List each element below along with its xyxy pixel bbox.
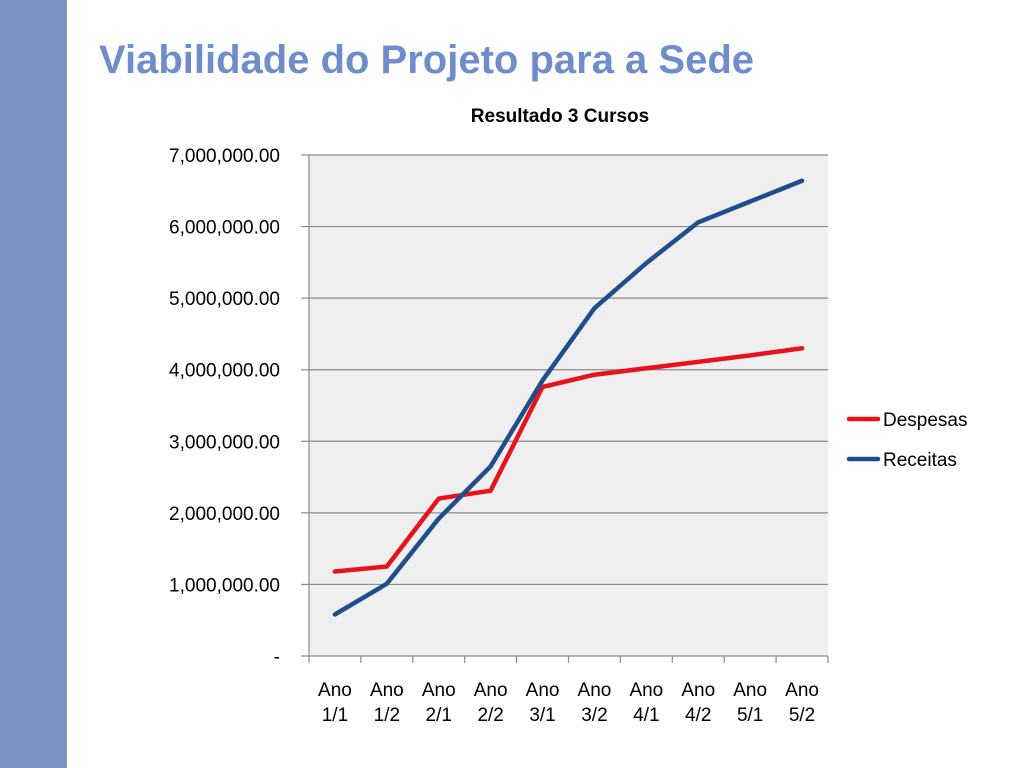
series-lines xyxy=(332,178,805,617)
series-line-receitas xyxy=(332,178,805,617)
x-tick-label: Ano 4/2 xyxy=(681,680,715,726)
series-line-despesas xyxy=(332,345,805,574)
y-axis-ticks: - 1,000,000.00 2,000,000.00 3,000,000.00 4,0… xyxy=(169,146,309,668)
y-tick-label: 5,000,000.00 xyxy=(169,289,280,310)
x-tick-label: Ano 5/2 xyxy=(785,680,819,726)
legend-label-receitas: Receitas xyxy=(883,450,957,471)
x-tick-label: Ano 3/1 xyxy=(526,680,560,726)
y-tick-label: - xyxy=(274,647,280,668)
chart-title: Resultado 3 Cursos xyxy=(471,106,649,127)
x-tick-label: Ano 5/1 xyxy=(733,680,767,726)
x-tick-label: Ano 2/2 xyxy=(474,680,508,726)
x-tick-label: Ano 4/1 xyxy=(629,680,663,726)
y-tick-label: 1,000,000.00 xyxy=(169,575,280,596)
legend-label-despesas: Despesas xyxy=(883,410,968,431)
y-tick-label: 7,000,000.00 xyxy=(169,146,280,167)
y-tick-label: 4,000,000.00 xyxy=(169,361,280,382)
y-tick-label: 3,000,000.00 xyxy=(169,432,280,453)
legend: Despesas Receitas xyxy=(846,410,968,471)
slide-side-bar xyxy=(0,0,67,768)
x-tick-label: Ano 1/1 xyxy=(318,680,352,726)
slide-title: Viabilidade do Projeto para a Sede xyxy=(99,38,755,82)
x-tick-label: Ano 2/1 xyxy=(422,680,456,726)
x-axis-ticks: Ano 1/1 Ano 1/2 Ano 2/1 Ano 2/2 Ano 3/1 Ano 3/2 Ano 4… xyxy=(308,656,829,726)
y-tick-label: 2,000,000.00 xyxy=(169,504,280,525)
y-tick-label: 6,000,000.00 xyxy=(169,218,280,239)
x-tick-label: Ano 3/2 xyxy=(578,680,612,726)
x-tick-label: Ano 1/2 xyxy=(370,680,404,726)
gridlines xyxy=(309,154,828,586)
